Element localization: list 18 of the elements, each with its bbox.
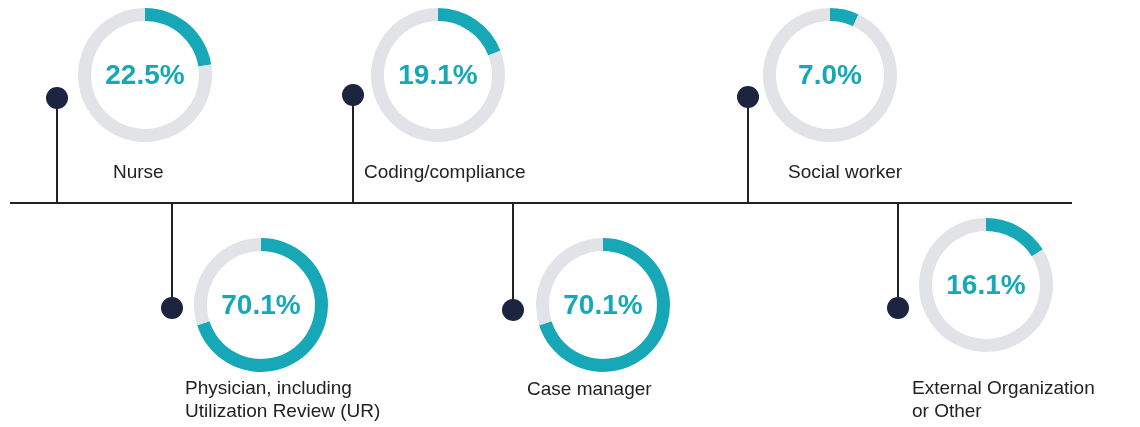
text: External Organization or Other — [912, 376, 1095, 422]
text: Physician, including Utilization Review (UR) — [185, 376, 381, 422]
text: 19.1% — [368, 5, 508, 145]
text: 16.1% — [916, 215, 1056, 355]
text: 22.5% — [75, 5, 215, 145]
text: Social worker — [788, 160, 903, 183]
donut-slice — [830, 8, 859, 27]
donut-slice — [438, 8, 501, 56]
donut-slice — [539, 238, 670, 372]
text: Coding/compliance — [364, 160, 526, 183]
text: Nurse — [113, 160, 164, 183]
donut-slice — [986, 218, 1043, 257]
text: 70.1% — [562, 288, 644, 322]
text: 70.1% — [220, 288, 302, 322]
text: Case manager — [527, 377, 652, 400]
donut-slice — [197, 238, 328, 372]
donut-slice — [145, 8, 212, 67]
text: 7.0% — [760, 5, 900, 145]
